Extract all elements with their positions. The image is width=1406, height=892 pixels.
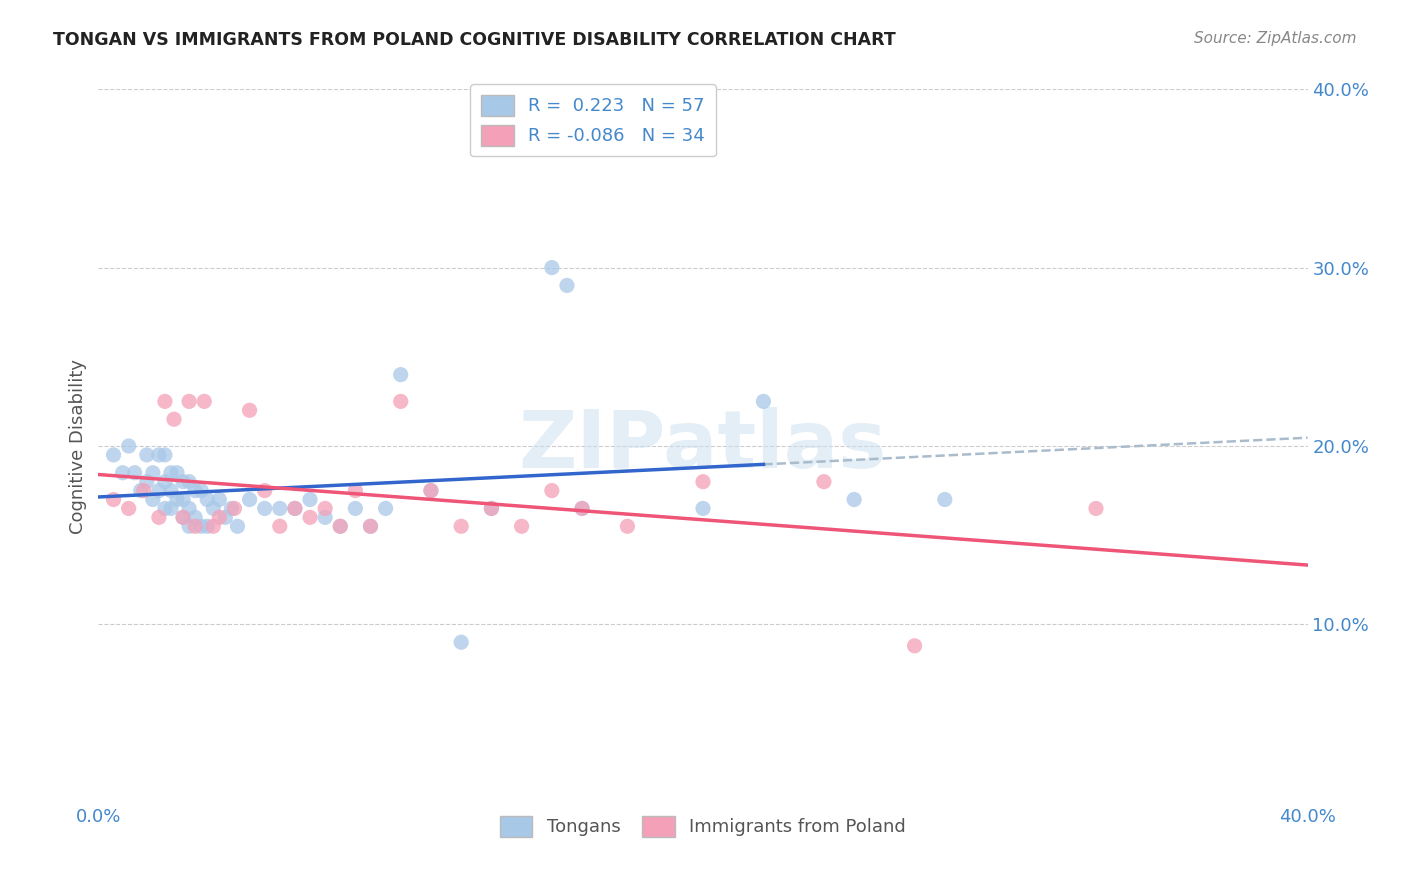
Point	[118, 501, 141, 516]
Point	[190, 519, 212, 533]
Point	[184, 510, 207, 524]
Text: ZIPatlas: ZIPatlas	[519, 407, 887, 485]
Point	[904, 639, 927, 653]
Point	[142, 492, 165, 507]
Point	[153, 475, 176, 489]
Point	[450, 519, 472, 533]
Point	[389, 394, 412, 409]
Point	[752, 394, 775, 409]
Point	[360, 519, 382, 533]
Point	[555, 278, 578, 293]
Point	[148, 483, 170, 498]
Point	[1085, 501, 1108, 516]
Point	[844, 492, 866, 507]
Point	[299, 492, 322, 507]
Point	[299, 510, 322, 524]
Point	[160, 501, 183, 516]
Point	[420, 483, 443, 498]
Point	[540, 260, 562, 275]
Point	[329, 519, 352, 533]
Point	[118, 439, 141, 453]
Legend: Tongans, Immigrants from Poland: Tongans, Immigrants from Poland	[492, 808, 914, 844]
Point	[202, 519, 225, 533]
Point	[153, 448, 176, 462]
Point	[132, 483, 155, 498]
Point	[166, 466, 188, 480]
Point	[142, 466, 165, 480]
Point	[153, 394, 176, 409]
Point	[184, 483, 207, 498]
Point	[153, 501, 176, 516]
Point	[253, 501, 276, 516]
Point	[135, 475, 157, 489]
Point	[692, 475, 714, 489]
Point	[616, 519, 638, 533]
Point	[172, 510, 194, 524]
Point	[329, 519, 352, 533]
Point	[172, 475, 194, 489]
Point	[208, 510, 231, 524]
Point	[124, 466, 146, 480]
Point	[214, 510, 236, 524]
Point	[360, 519, 382, 533]
Point	[179, 519, 201, 533]
Text: TONGAN VS IMMIGRANTS FROM POLAND COGNITIVE DISABILITY CORRELATION CHART: TONGAN VS IMMIGRANTS FROM POLAND COGNITI…	[53, 31, 896, 49]
Point	[934, 492, 956, 507]
Point	[195, 519, 218, 533]
Point	[135, 448, 157, 462]
Point	[163, 412, 186, 426]
Point	[172, 492, 194, 507]
Point	[374, 501, 396, 516]
Point	[160, 483, 183, 498]
Point	[111, 466, 134, 480]
Point	[239, 492, 262, 507]
Point	[269, 519, 291, 533]
Point	[510, 519, 533, 533]
Point	[692, 501, 714, 516]
Point	[284, 501, 307, 516]
Point	[253, 483, 276, 498]
Point	[239, 403, 262, 417]
Point	[344, 501, 367, 516]
Point	[224, 501, 246, 516]
Point	[190, 483, 212, 498]
Y-axis label: Cognitive Disability: Cognitive Disability	[69, 359, 87, 533]
Point	[202, 501, 225, 516]
Point	[160, 466, 183, 480]
Point	[221, 501, 243, 516]
Point	[226, 519, 249, 533]
Point	[314, 501, 336, 516]
Point	[179, 475, 201, 489]
Text: Source: ZipAtlas.com: Source: ZipAtlas.com	[1194, 31, 1357, 46]
Point	[571, 501, 593, 516]
Point	[184, 519, 207, 533]
Point	[172, 510, 194, 524]
Point	[129, 483, 152, 498]
Point	[389, 368, 412, 382]
Point	[103, 448, 125, 462]
Point	[193, 394, 215, 409]
Point	[481, 501, 503, 516]
Point	[450, 635, 472, 649]
Point	[314, 510, 336, 524]
Point	[571, 501, 593, 516]
Point	[284, 501, 307, 516]
Point	[813, 475, 835, 489]
Point	[148, 510, 170, 524]
Point	[481, 501, 503, 516]
Point	[540, 483, 562, 498]
Point	[195, 492, 218, 507]
Point	[420, 483, 443, 498]
Point	[166, 492, 188, 507]
Point	[179, 394, 201, 409]
Point	[179, 501, 201, 516]
Point	[148, 448, 170, 462]
Point	[208, 492, 231, 507]
Point	[269, 501, 291, 516]
Point	[103, 492, 125, 507]
Point	[344, 483, 367, 498]
